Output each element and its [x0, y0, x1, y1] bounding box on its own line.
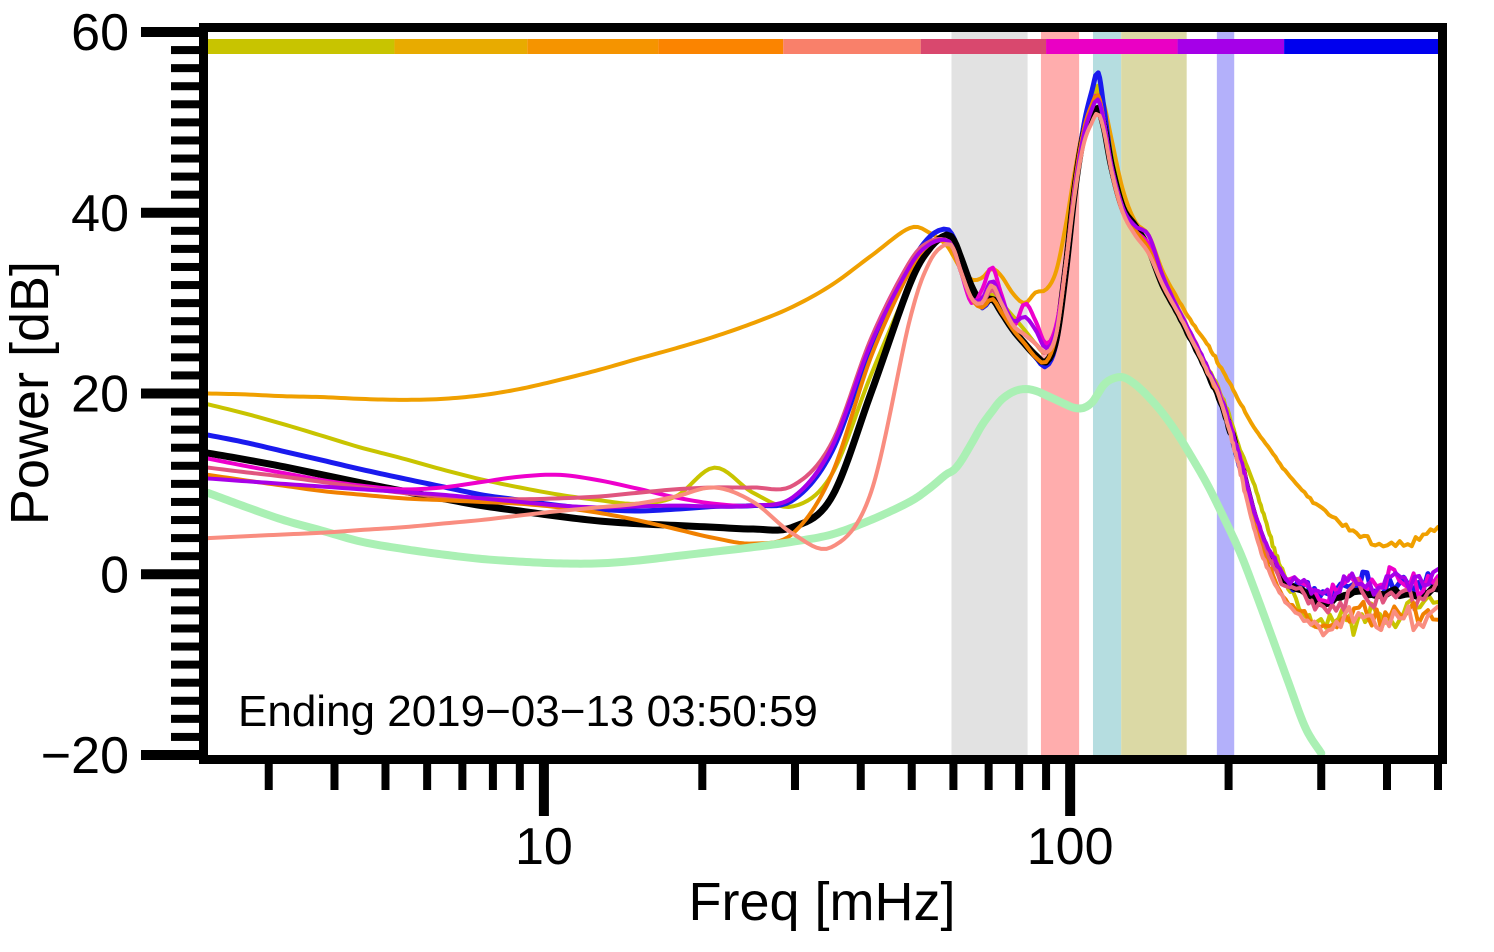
y-major-tick [141, 27, 199, 37]
y-major-tick [141, 388, 199, 399]
y-minor-tick [171, 281, 199, 290]
x-minor-tick [790, 764, 799, 790]
y-minor-tick [171, 588, 199, 597]
y-minor-tick [171, 678, 199, 687]
y-minor-tick [171, 425, 199, 434]
y-tick-label: −20 [41, 727, 129, 785]
y-major-tick [141, 569, 199, 580]
y-minor-tick [171, 371, 199, 380]
colorbar-segment-8 [1284, 39, 1438, 54]
x-minor-tick [423, 764, 432, 790]
y-minor-tick [171, 64, 199, 73]
y-minor-tick [171, 172, 199, 181]
y-minor-tick [171, 154, 199, 163]
y-axis-title: Power [dB] [0, 261, 60, 525]
y-tick-label: 0 [100, 546, 129, 604]
x-minor-tick [381, 764, 390, 790]
x-minor-tick [515, 764, 524, 790]
x-minor-tick [1383, 764, 1391, 790]
y-minor-tick [171, 660, 199, 669]
y-minor-tick [171, 497, 199, 506]
y-minor-tick [171, 136, 199, 145]
x-minor-tick [698, 764, 707, 790]
x-minor-tick [907, 764, 916, 790]
x-minor-tick [330, 764, 339, 790]
y-minor-tick [171, 624, 199, 633]
colorbar-segment-3 [658, 39, 784, 54]
frame-top [199, 23, 1447, 32]
colorbar-segment-1 [394, 39, 528, 54]
y-minor-tick [171, 299, 199, 308]
y-minor-tick [171, 696, 199, 705]
y-tick-label: 40 [71, 185, 129, 243]
y-minor-tick [171, 226, 199, 235]
x-axis-title: Freq [mHz] [688, 872, 955, 932]
y-minor-tick [171, 335, 199, 344]
colorbar-segment-5 [920, 39, 1047, 54]
frequency-band-colorbar [208, 39, 1438, 54]
y-minor-tick [171, 642, 199, 651]
y-minor-tick [171, 732, 199, 741]
colorbar-segment-2 [527, 39, 659, 54]
colorbar-segment-7 [1177, 39, 1285, 54]
y-minor-tick [171, 118, 199, 127]
y-minor-tick [171, 714, 199, 723]
band-purple [1216, 32, 1235, 755]
y-minor-tick [171, 82, 199, 91]
y-minor-tick [171, 100, 199, 109]
x-minor-tick [856, 764, 865, 790]
y-major-tick [141, 750, 199, 760]
x-minor-tick [488, 764, 497, 790]
colorbar-segment-4 [783, 39, 921, 54]
colorbar-segment-6 [1046, 39, 1178, 54]
series-salmon-light [208, 111, 1438, 638]
y-minor-tick [171, 443, 199, 452]
band-khaki [1121, 32, 1187, 755]
x-minor-tick [984, 764, 993, 790]
y-minor-tick [171, 244, 199, 253]
y-tick-label: 60 [71, 4, 129, 62]
y-minor-tick [171, 190, 199, 199]
x-minor-tick [949, 764, 958, 790]
data-series-group [208, 70, 1438, 755]
x-minor-tick [1042, 764, 1051, 790]
colorbar-segment-0 [208, 39, 395, 54]
x-major-tick [1065, 764, 1076, 816]
y-minor-tick [171, 552, 199, 561]
frame-bottom [199, 755, 1447, 764]
x-major-tick [538, 764, 549, 816]
y-major-tick [141, 207, 199, 218]
series-orange-bright [208, 89, 1438, 549]
y-minor-tick [171, 317, 199, 326]
ending-timestamp-annotation: Ending 2019−03−13 03:50:59 [238, 687, 818, 736]
frame-right [1438, 23, 1447, 764]
x-minor-tick [1015, 764, 1024, 790]
x-minor-tick [1224, 764, 1233, 790]
frame-left [199, 23, 208, 764]
x-tick-label: 10 [515, 818, 573, 876]
y-minor-tick [171, 479, 199, 488]
axis-ticks-group [141, 27, 1442, 816]
axis-tick-labels-group: −20 0 20 40 60 10 100 [41, 4, 1114, 876]
plot-frame [199, 23, 1447, 764]
y-minor-tick [171, 461, 199, 470]
y-minor-tick [171, 534, 199, 543]
x-minor-tick [1317, 764, 1326, 790]
x-tick-label: 100 [1027, 818, 1114, 876]
y-minor-tick [171, 516, 199, 525]
x-minor-tick [264, 764, 273, 790]
y-minor-tick [171, 262, 199, 271]
y-minor-tick [171, 46, 199, 55]
x-minor-tick [458, 764, 467, 790]
x-minor-tick [1434, 764, 1442, 790]
y-minor-tick [171, 606, 199, 615]
y-minor-tick [171, 353, 199, 362]
y-minor-tick [171, 407, 199, 416]
series-mint-green [208, 372, 1326, 755]
y-tick-label: 20 [71, 366, 129, 424]
